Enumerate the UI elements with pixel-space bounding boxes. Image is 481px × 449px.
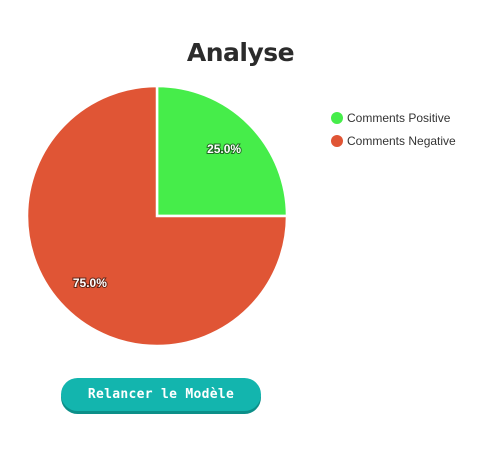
chart-title: Analyse xyxy=(186,38,295,67)
legend-item-negative[interactable]: Comments Negative xyxy=(331,129,456,152)
legend-label-negative: Comments Negative xyxy=(347,133,456,148)
slice-negative-label: 75.0% xyxy=(73,276,107,290)
pie-slices xyxy=(25,84,289,348)
slice-positive-label: 25.0% xyxy=(207,142,241,156)
slice-positive[interactable] xyxy=(155,84,289,218)
legend-label-positive: Comments Positive xyxy=(347,110,451,125)
chart-legend: Comments Positive Comments Negative xyxy=(331,106,456,152)
rerun-model-button[interactable]: Relancer le Modèle xyxy=(61,378,261,411)
legend-swatch-negative xyxy=(331,134,343,147)
legend-item-positive[interactable]: Comments Positive xyxy=(331,106,456,129)
legend-swatch-positive xyxy=(331,111,343,124)
pie-slice-labels: 25.0% 75.0% xyxy=(72,141,243,291)
slice-negative[interactable] xyxy=(25,84,289,348)
